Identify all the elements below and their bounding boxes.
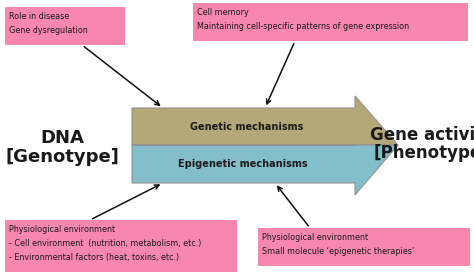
Text: Cell memory: Cell memory bbox=[197, 8, 249, 17]
FancyBboxPatch shape bbox=[258, 228, 470, 266]
FancyBboxPatch shape bbox=[5, 220, 237, 272]
Text: Physiological environment: Physiological environment bbox=[9, 225, 115, 234]
Text: Genetic mechanisms: Genetic mechanisms bbox=[191, 122, 304, 132]
Text: Small molecule ‘epigenetic therapies’: Small molecule ‘epigenetic therapies’ bbox=[262, 247, 414, 256]
Text: Gene dysregulation: Gene dysregulation bbox=[9, 26, 88, 35]
Polygon shape bbox=[132, 145, 398, 195]
Text: - Cell environment  (nutrition, metabolism, etc.): - Cell environment (nutrition, metabolis… bbox=[9, 239, 201, 248]
Text: DNA: DNA bbox=[40, 129, 84, 147]
Text: Physiological environment: Physiological environment bbox=[262, 233, 368, 242]
Text: Epigenetic mechanisms: Epigenetic mechanisms bbox=[178, 159, 308, 169]
Text: Gene activity: Gene activity bbox=[370, 126, 474, 144]
Text: - Environmental factors (heat, toxins, etc.): - Environmental factors (heat, toxins, e… bbox=[9, 253, 179, 262]
Text: Maintaining cell-specific patterns of gene expression: Maintaining cell-specific patterns of ge… bbox=[197, 22, 409, 31]
Text: [Phenotype]: [Phenotype] bbox=[374, 144, 474, 162]
Text: Role in disease: Role in disease bbox=[9, 12, 69, 21]
FancyBboxPatch shape bbox=[5, 7, 125, 45]
Polygon shape bbox=[132, 96, 398, 145]
Text: [Genotype]: [Genotype] bbox=[5, 148, 119, 166]
FancyBboxPatch shape bbox=[193, 3, 468, 41]
